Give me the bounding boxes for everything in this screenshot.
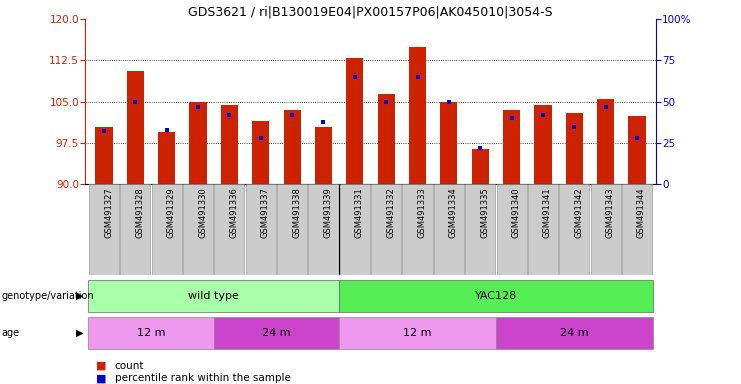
Bar bbox=[534, 104, 551, 184]
Bar bbox=[565, 113, 583, 184]
Bar bbox=[127, 71, 144, 184]
FancyBboxPatch shape bbox=[402, 184, 433, 275]
Text: GSM491335: GSM491335 bbox=[480, 187, 489, 238]
FancyBboxPatch shape bbox=[528, 184, 558, 275]
Bar bbox=[409, 47, 426, 184]
Text: GDS3621 / ri|B130019E04|PX00157P06|AK045010|3054-S: GDS3621 / ri|B130019E04|PX00157P06|AK045… bbox=[188, 6, 553, 19]
Text: YAC128: YAC128 bbox=[475, 291, 517, 301]
FancyBboxPatch shape bbox=[88, 280, 339, 311]
Text: percentile rank within the sample: percentile rank within the sample bbox=[115, 373, 290, 383]
Bar bbox=[346, 58, 363, 184]
FancyBboxPatch shape bbox=[622, 184, 652, 275]
Text: 24 m: 24 m bbox=[262, 328, 290, 338]
FancyBboxPatch shape bbox=[496, 184, 527, 275]
Text: GSM491339: GSM491339 bbox=[324, 187, 333, 238]
Bar bbox=[378, 94, 395, 184]
Text: wild type: wild type bbox=[188, 291, 239, 301]
Text: 12 m: 12 m bbox=[403, 328, 432, 338]
FancyBboxPatch shape bbox=[465, 184, 495, 275]
Text: ▶: ▶ bbox=[76, 328, 84, 338]
FancyBboxPatch shape bbox=[88, 317, 213, 349]
Bar bbox=[252, 121, 270, 184]
Text: GSM491333: GSM491333 bbox=[417, 187, 427, 238]
FancyBboxPatch shape bbox=[433, 184, 464, 275]
Text: GSM491336: GSM491336 bbox=[230, 187, 239, 238]
FancyBboxPatch shape bbox=[340, 184, 370, 275]
Text: genotype/variation: genotype/variation bbox=[1, 291, 94, 301]
FancyBboxPatch shape bbox=[120, 184, 150, 275]
Text: GSM491338: GSM491338 bbox=[292, 187, 301, 238]
FancyBboxPatch shape bbox=[308, 184, 339, 275]
Bar bbox=[471, 149, 489, 184]
FancyBboxPatch shape bbox=[277, 184, 308, 275]
Bar bbox=[440, 102, 457, 184]
Bar bbox=[158, 132, 176, 184]
Text: GSM491342: GSM491342 bbox=[574, 187, 583, 238]
FancyBboxPatch shape bbox=[496, 317, 653, 349]
Text: GSM491343: GSM491343 bbox=[605, 187, 614, 238]
Text: GSM491327: GSM491327 bbox=[104, 187, 113, 238]
Text: GSM491337: GSM491337 bbox=[261, 187, 270, 238]
Text: age: age bbox=[1, 328, 19, 338]
Text: ▶: ▶ bbox=[76, 291, 84, 301]
Text: count: count bbox=[115, 361, 144, 371]
Text: ■: ■ bbox=[96, 361, 107, 371]
Text: ■: ■ bbox=[96, 373, 107, 383]
FancyBboxPatch shape bbox=[152, 184, 182, 275]
Bar bbox=[96, 127, 113, 184]
Text: 12 m: 12 m bbox=[137, 328, 165, 338]
Text: GSM491340: GSM491340 bbox=[511, 187, 521, 238]
FancyBboxPatch shape bbox=[591, 184, 621, 275]
Bar bbox=[503, 110, 520, 184]
FancyBboxPatch shape bbox=[89, 184, 119, 275]
FancyBboxPatch shape bbox=[214, 184, 245, 275]
Text: GSM491329: GSM491329 bbox=[167, 187, 176, 238]
Text: GSM491331: GSM491331 bbox=[355, 187, 364, 238]
FancyBboxPatch shape bbox=[339, 317, 496, 349]
Text: GSM491330: GSM491330 bbox=[198, 187, 207, 238]
Text: 24 m: 24 m bbox=[560, 328, 588, 338]
Bar bbox=[190, 102, 207, 184]
Text: GSM491334: GSM491334 bbox=[449, 187, 458, 238]
Bar bbox=[315, 127, 332, 184]
FancyBboxPatch shape bbox=[246, 184, 276, 275]
Bar bbox=[628, 116, 645, 184]
Text: GSM491344: GSM491344 bbox=[637, 187, 646, 238]
Text: GSM491332: GSM491332 bbox=[386, 187, 395, 238]
FancyBboxPatch shape bbox=[339, 280, 653, 311]
Bar bbox=[221, 104, 238, 184]
Bar bbox=[597, 99, 614, 184]
FancyBboxPatch shape bbox=[183, 184, 213, 275]
FancyBboxPatch shape bbox=[371, 184, 401, 275]
Text: GSM491341: GSM491341 bbox=[543, 187, 552, 238]
Text: GSM491328: GSM491328 bbox=[136, 187, 144, 238]
Bar bbox=[284, 110, 301, 184]
FancyBboxPatch shape bbox=[559, 184, 589, 275]
FancyBboxPatch shape bbox=[213, 317, 339, 349]
